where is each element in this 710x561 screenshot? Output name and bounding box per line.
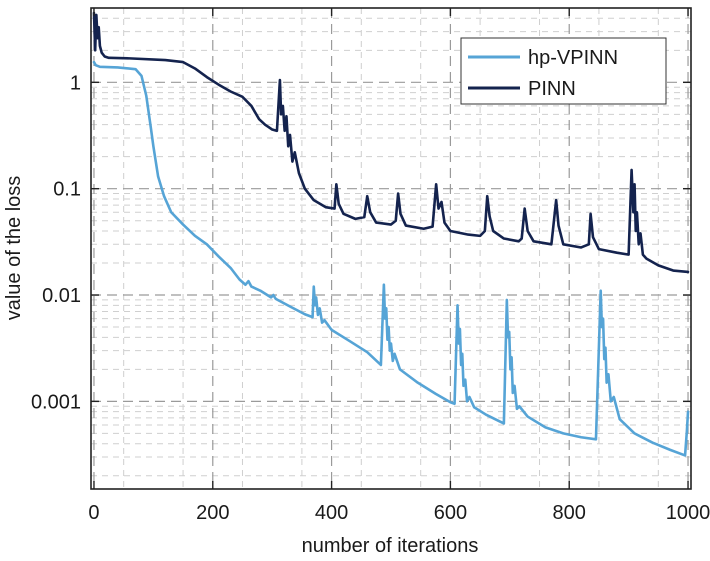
minor-grid bbox=[91, 8, 691, 489]
x-tick-label: 0 bbox=[88, 502, 99, 524]
y-axis-label: value of the loss bbox=[3, 176, 25, 321]
x-tick-label: 800 bbox=[553, 502, 586, 524]
x-tick-label: 400 bbox=[315, 502, 348, 524]
legend-label-pinn: PINN bbox=[528, 78, 576, 100]
x-axis-label: number of iterations bbox=[302, 535, 479, 557]
y-tick-label: 0.1 bbox=[53, 179, 81, 201]
y-tick-label: 1 bbox=[70, 72, 81, 94]
series-line-pinn bbox=[92, 11, 690, 274]
series-line-hp-vpinn bbox=[92, 60, 690, 457]
y-tick-label: 0.01 bbox=[42, 285, 81, 307]
x-tick-label: 200 bbox=[196, 502, 229, 524]
legend: hp-VPINN PINN bbox=[460, 37, 667, 105]
legend-box bbox=[460, 37, 667, 105]
series-layer bbox=[92, 11, 690, 457]
y-tick-label: 0.001 bbox=[31, 391, 81, 413]
legend-label-hp-vpinn: hp-VPINN bbox=[528, 47, 618, 69]
x-tick-label: 600 bbox=[434, 502, 467, 524]
ticks-layer: 0 200 400 600 800 1000 1 0.1 0.01 0.001 bbox=[31, 8, 710, 524]
x-tick-label: 1000 bbox=[666, 502, 710, 524]
plot-frame bbox=[90, 7, 692, 490]
